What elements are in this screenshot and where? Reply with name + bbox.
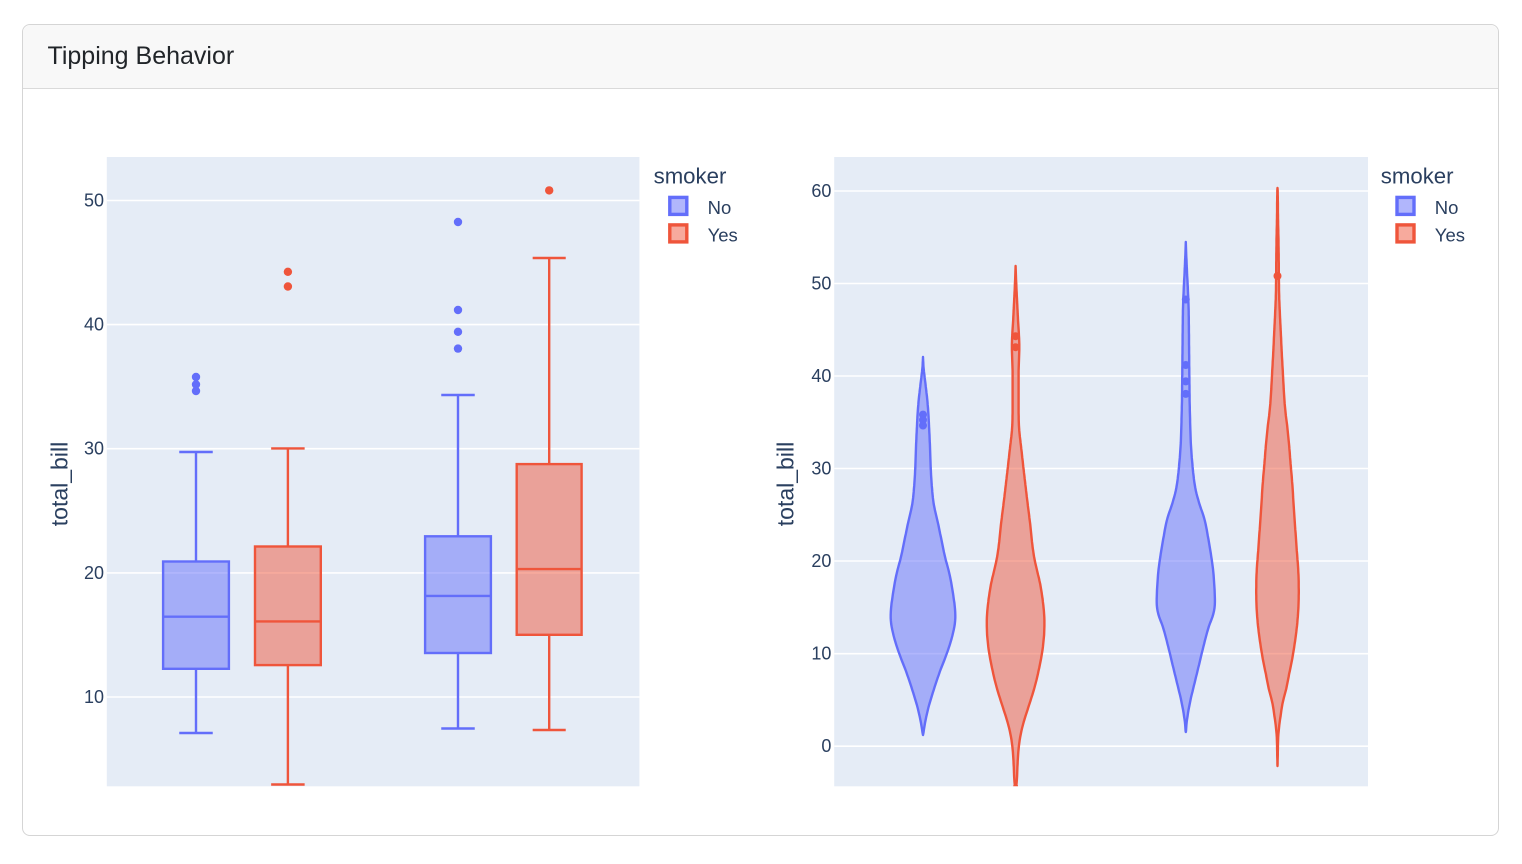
svg-text:50: 50: [84, 191, 104, 211]
svg-text:10: 10: [84, 687, 104, 707]
svg-text:50: 50: [811, 274, 831, 294]
svg-text:40: 40: [811, 366, 831, 386]
svg-text:total_bill: total_bill: [47, 442, 73, 526]
svg-text:No: No: [1435, 197, 1459, 218]
svg-text:Yes: Yes: [708, 225, 738, 246]
svg-text:total_bill: total_bill: [773, 442, 799, 526]
svg-text:smoker: smoker: [654, 164, 727, 189]
svg-text:40: 40: [84, 315, 104, 335]
svg-text:30: 30: [811, 459, 831, 479]
svg-text:10: 10: [811, 644, 831, 664]
svg-text:Yes: Yes: [1435, 225, 1465, 246]
svg-text:20: 20: [84, 563, 104, 583]
svg-text:0: 0: [821, 736, 831, 756]
svg-text:No: No: [708, 197, 732, 218]
svg-text:60: 60: [811, 181, 831, 201]
svg-text:smoker: smoker: [1381, 164, 1454, 189]
svg-text:30: 30: [84, 439, 104, 459]
svg-text:20: 20: [811, 551, 831, 571]
